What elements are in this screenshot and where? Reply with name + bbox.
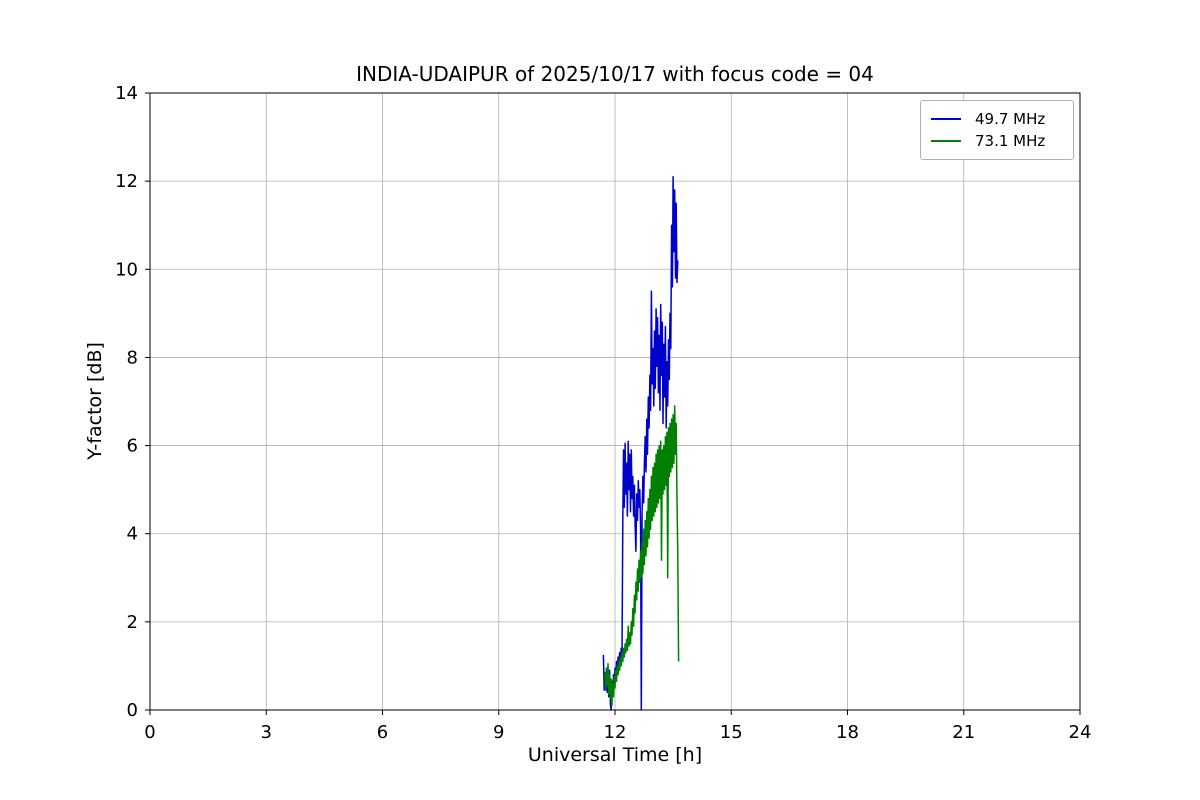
- legend-label-series-0: 49.7 MHz: [975, 110, 1046, 128]
- y-tick-label: 8: [127, 347, 138, 368]
- legend-item: 49.7 MHz: [931, 108, 1063, 130]
- x-tick-label: 3: [261, 722, 272, 743]
- y-tick-label: 10: [115, 259, 138, 280]
- legend-item: 73.1 MHz: [931, 130, 1063, 152]
- y-tick-label: 12: [115, 171, 138, 192]
- y-tick-label: 6: [127, 436, 138, 457]
- y-tick-label: 0: [127, 700, 138, 721]
- y-tick-label: 2: [127, 612, 138, 633]
- x-tick-label: 12: [604, 722, 627, 743]
- x-axis-label: Universal Time [h]: [527, 744, 703, 766]
- legend: 49.7 MHz 73.1 MHz: [920, 100, 1074, 160]
- x-tick-label: 9: [493, 722, 504, 743]
- x-tick-label: 18: [836, 722, 859, 743]
- y-tick-label: 4: [127, 524, 138, 545]
- x-tick-label: 24: [1069, 722, 1092, 743]
- legend-line-sample-series-0: [931, 118, 961, 120]
- x-tick-label: 21: [952, 722, 975, 743]
- y-tick-label: 14: [115, 83, 138, 104]
- x-tick-label: 0: [144, 722, 155, 743]
- x-tick-label: 6: [377, 722, 388, 743]
- series-line-1: [604, 405, 680, 707]
- chart-title: INDIA-UDAIPUR of 2025/10/17 with focus c…: [356, 62, 874, 86]
- axes-frame: [149, 92, 1081, 711]
- y-axis-label: Y-factor [dB]: [84, 342, 106, 460]
- legend-label-series-1: 73.1 MHz: [975, 132, 1046, 150]
- x-tick-label: 15: [720, 722, 743, 743]
- legend-line-sample-series-1: [931, 140, 961, 142]
